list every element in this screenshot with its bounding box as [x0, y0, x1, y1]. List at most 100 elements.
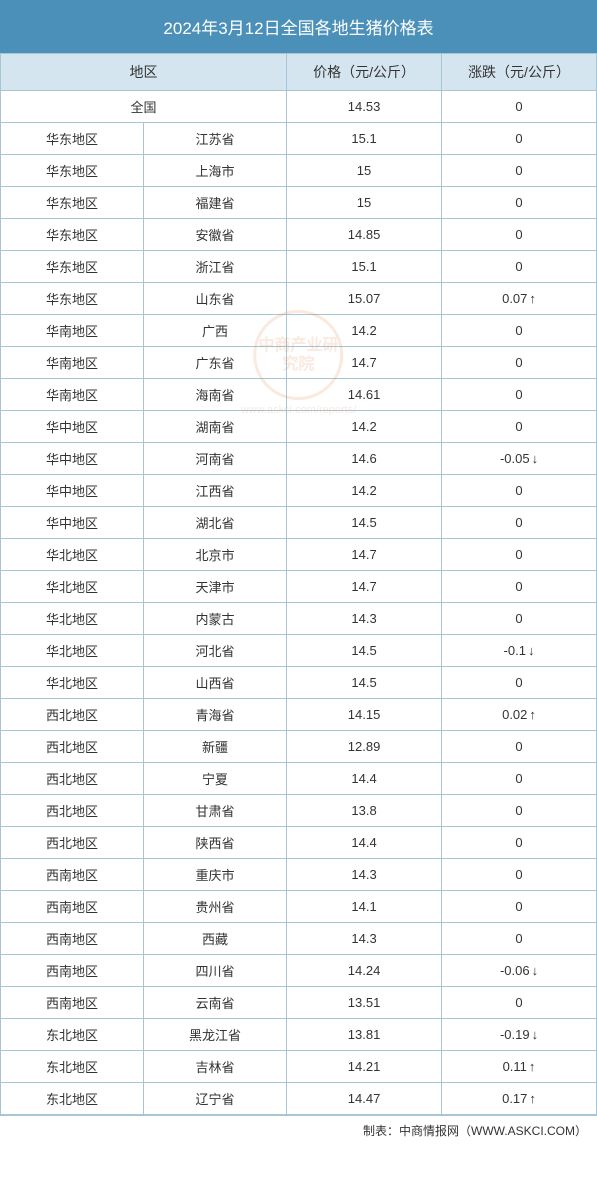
- cell-change: -0.19: [442, 1019, 597, 1051]
- table-row: 西北地区新疆12.890: [1, 731, 597, 763]
- cell-change: 0: [442, 571, 597, 603]
- table-row: 西南地区重庆市14.30: [1, 859, 597, 891]
- cell-price: 14.6: [287, 443, 442, 475]
- cell-province: 黑龙江省: [144, 1019, 287, 1051]
- price-table-container: 2024年3月12日全国各地生猪价格表 地区 价格（元/公斤） 涨跌（元/公斤）…: [0, 0, 597, 1145]
- cell-province: 江西省: [144, 475, 287, 507]
- cell-price: 14.5: [287, 667, 442, 699]
- cell-price: 14.61: [287, 379, 442, 411]
- cell-price: 14.7: [287, 539, 442, 571]
- cell-region: 华东地区: [1, 251, 144, 283]
- cell-price: 15.07: [287, 283, 442, 315]
- cell-change: 0: [442, 891, 597, 923]
- cell-province: 上海市: [144, 155, 287, 187]
- cell-province: 山东省: [144, 283, 287, 315]
- table-row: 华北地区北京市14.70: [1, 539, 597, 571]
- cell-change: 0.11: [442, 1051, 597, 1083]
- cell-province: 山西省: [144, 667, 287, 699]
- cell-price: 14.7: [287, 571, 442, 603]
- cell-province: 湖南省: [144, 411, 287, 443]
- cell-region: 华北地区: [1, 603, 144, 635]
- table-row: 华南地区广东省14.70: [1, 347, 597, 379]
- table-row: 西北地区甘肃省13.80: [1, 795, 597, 827]
- table-row: 东北地区黑龙江省13.81-0.19: [1, 1019, 597, 1051]
- cell-price: 14.2: [287, 411, 442, 443]
- cell-province: 吉林省: [144, 1051, 287, 1083]
- cell-region: 西南地区: [1, 891, 144, 923]
- cell-province: 西藏: [144, 923, 287, 955]
- cell-region: 华中地区: [1, 507, 144, 539]
- cell-province: 宁夏: [144, 763, 287, 795]
- table-row: 西南地区西藏14.30: [1, 923, 597, 955]
- table-row: 华中地区江西省14.20: [1, 475, 597, 507]
- cell-region: 东北地区: [1, 1051, 144, 1083]
- cell-region: 东北地区: [1, 1083, 144, 1115]
- cell-price: 14.15: [287, 699, 442, 731]
- cell-province: 贵州省: [144, 891, 287, 923]
- table-row: 华东地区安徽省14.850: [1, 219, 597, 251]
- cell-region: 西南地区: [1, 859, 144, 891]
- cell-change: 0.07: [442, 283, 597, 315]
- cell-price: 13.81: [287, 1019, 442, 1051]
- cell-province: 福建省: [144, 187, 287, 219]
- table-row: 华中地区河南省14.6-0.05: [1, 443, 597, 475]
- cell-province: 北京市: [144, 539, 287, 571]
- cell-region: 华北地区: [1, 571, 144, 603]
- cell-price: 14.24: [287, 955, 442, 987]
- cell-price: 14.21: [287, 1051, 442, 1083]
- cell-change: -0.05: [442, 443, 597, 475]
- cell-change: 0: [442, 219, 597, 251]
- table-row: 华东地区江苏省15.10: [1, 123, 597, 155]
- table-row: 华北地区内蒙古14.30: [1, 603, 597, 635]
- cell-change: 0.02: [442, 699, 597, 731]
- national-price: 14.53: [287, 91, 442, 123]
- cell-price: 13.51: [287, 987, 442, 1019]
- cell-price: 13.8: [287, 795, 442, 827]
- table-row: 华东地区福建省150: [1, 187, 597, 219]
- cell-change: 0: [442, 859, 597, 891]
- cell-province: 陕西省: [144, 827, 287, 859]
- cell-region: 华北地区: [1, 667, 144, 699]
- cell-region: 西北地区: [1, 763, 144, 795]
- cell-region: 西北地区: [1, 699, 144, 731]
- table-row: 西南地区云南省13.510: [1, 987, 597, 1019]
- cell-province: 辽宁省: [144, 1083, 287, 1115]
- cell-province: 内蒙古: [144, 603, 287, 635]
- cell-price: 14.3: [287, 923, 442, 955]
- header-row: 地区 价格（元/公斤） 涨跌（元/公斤）: [1, 54, 597, 91]
- cell-price: 14.2: [287, 475, 442, 507]
- cell-province: 甘肃省: [144, 795, 287, 827]
- cell-price: 14.4: [287, 763, 442, 795]
- table-row: 西南地区四川省14.24-0.06: [1, 955, 597, 987]
- header-region: 地区: [1, 54, 287, 91]
- cell-price: 14.7: [287, 347, 442, 379]
- cell-province: 广西: [144, 315, 287, 347]
- cell-region: 西北地区: [1, 795, 144, 827]
- cell-price: 14.2: [287, 315, 442, 347]
- cell-change: 0: [442, 923, 597, 955]
- table-title: 2024年3月12日全国各地生猪价格表: [0, 0, 597, 53]
- cell-price: 14.5: [287, 507, 442, 539]
- table-row: 华东地区上海市150: [1, 155, 597, 187]
- price-table: 地区 价格（元/公斤） 涨跌（元/公斤） 全国 14.53 0 华东地区江苏省1…: [0, 53, 597, 1115]
- cell-region: 西南地区: [1, 955, 144, 987]
- table-row: 华东地区山东省15.070.07: [1, 283, 597, 315]
- cell-change: 0: [442, 827, 597, 859]
- cell-price: 12.89: [287, 731, 442, 763]
- table-row: 华中地区湖北省14.50: [1, 507, 597, 539]
- table-row: 华北地区河北省14.5-0.1: [1, 635, 597, 667]
- national-change: 0: [442, 91, 597, 123]
- table-row: 华中地区湖南省14.20: [1, 411, 597, 443]
- table-row: 华南地区广西14.20: [1, 315, 597, 347]
- cell-province: 河北省: [144, 635, 287, 667]
- cell-region: 西南地区: [1, 923, 144, 955]
- cell-province: 新疆: [144, 731, 287, 763]
- cell-change: -0.1: [442, 635, 597, 667]
- cell-province: 云南省: [144, 987, 287, 1019]
- cell-price: 15: [287, 187, 442, 219]
- cell-region: 华北地区: [1, 539, 144, 571]
- header-change: 涨跌（元/公斤）: [442, 54, 597, 91]
- cell-change: 0: [442, 187, 597, 219]
- cell-region: 华南地区: [1, 347, 144, 379]
- cell-region: 华南地区: [1, 315, 144, 347]
